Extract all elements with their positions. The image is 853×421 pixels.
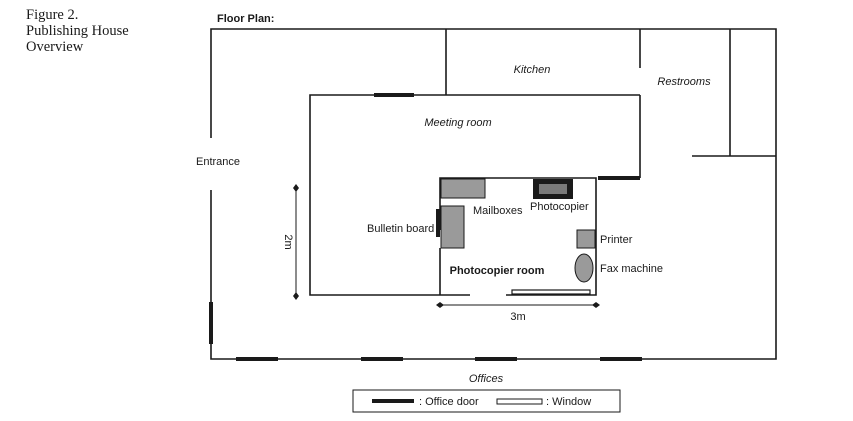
bulletin-board-shape — [440, 205, 465, 249]
office-doors — [209, 93, 642, 361]
legend-door-label: : Office door — [419, 396, 479, 408]
fax-machine-shape — [574, 253, 594, 283]
mailboxes-label: Mailboxes — [473, 205, 523, 217]
entrance-label: Entrance — [196, 156, 240, 168]
dimension-3m — [436, 302, 600, 308]
legend-window-label: : Window — [546, 396, 591, 408]
kitchen-label: Kitchen — [514, 64, 551, 76]
bulletin-board-marker — [436, 209, 440, 237]
legend-window-swatch — [496, 398, 543, 405]
printer-label: Printer — [600, 234, 633, 246]
door-meeting-right — [598, 176, 640, 180]
legend-door-swatch — [372, 399, 414, 403]
bulletin-board-label: Bulletin board — [367, 223, 434, 235]
window-photocopier-room — [511, 289, 591, 295]
photocopier-label: Photocopier — [530, 201, 589, 213]
meeting-room-label: Meeting room — [424, 117, 491, 129]
door-offices-4 — [600, 357, 642, 361]
caption-line-1: Figure 2. — [26, 7, 79, 23]
door-offices-1 — [236, 357, 278, 361]
floor-plan-title: Floor Plan: — [217, 13, 274, 25]
legend-box — [352, 389, 621, 413]
photocopier-room-label: Photocopier room — [450, 265, 545, 277]
dimension-2m — [293, 184, 299, 300]
door-offices-2 — [361, 357, 403, 361]
mailboxes-shape — [440, 178, 486, 199]
dimension-2m-label: 2m — [282, 234, 294, 249]
caption-line-2: Publishing House — [26, 23, 129, 39]
caption-line-3: Overview — [26, 39, 84, 55]
dimension-3m-label: 3m — [510, 311, 525, 323]
fax-machine-label: Fax machine — [600, 263, 663, 275]
figure-caption: Figure 2. Publishing House Overview — [26, 7, 176, 55]
printer-shape — [576, 229, 596, 249]
door-meeting-top — [374, 93, 414, 97]
door-offices-3 — [475, 357, 517, 361]
restrooms-label: Restrooms — [657, 76, 711, 88]
photocopier-shape-inner — [539, 184, 567, 194]
offices-label: Offices — [469, 373, 504, 385]
meeting-room-walls — [309, 94, 641, 296]
photocopier-room-walls — [439, 177, 597, 296]
door-entrance-left — [209, 302, 213, 344]
